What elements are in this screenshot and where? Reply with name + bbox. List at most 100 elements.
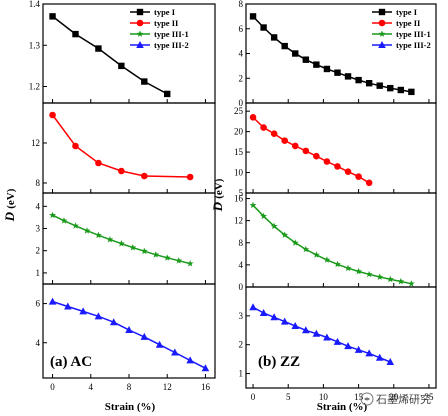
plot-frame	[245, 286, 437, 389]
data-point	[94, 312, 103, 320]
data-point	[334, 69, 341, 76]
data-point	[354, 345, 363, 353]
data-point	[386, 358, 395, 366]
data-point	[355, 173, 362, 180]
plot-frame	[245, 192, 437, 288]
data-point	[323, 256, 331, 263]
data-point	[49, 13, 56, 20]
data-point	[344, 342, 352, 350]
data-point	[140, 247, 148, 255]
x-axis-label: Strain (%)	[105, 401, 156, 413]
data-point	[118, 62, 125, 70]
legend-marker	[136, 19, 144, 27]
y-tick-label: 1	[239, 369, 244, 379]
data-point	[270, 313, 278, 321]
data-point	[49, 111, 56, 119]
x-axis-label: Strain (%)	[317, 401, 368, 413]
data-point	[365, 349, 373, 357]
x-tick-label: 4	[89, 382, 94, 392]
data-point	[164, 90, 171, 98]
data-point	[313, 152, 320, 160]
data-point	[260, 212, 267, 220]
data-point	[95, 231, 102, 239]
data-point	[333, 337, 342, 345]
y-tick-label: 2	[239, 340, 244, 350]
series-line	[252, 15, 412, 93]
watermark-text: 石墨烯研究	[376, 392, 431, 406]
data-point	[95, 45, 102, 52]
watermark-icon-mark	[364, 397, 370, 401]
y-axis-label: D (eV)	[210, 178, 225, 212]
panel-1: 1.2 1.3 1.4	[29, 0, 216, 104]
legend-label: type III-1	[154, 29, 189, 39]
data-point	[72, 222, 79, 229]
data-point	[129, 244, 137, 251]
y-tick-label: 1.4	[29, 0, 41, 9]
data-point	[249, 303, 257, 311]
y-tick-label: 8	[239, 238, 244, 248]
data-point	[397, 277, 405, 285]
legend-label: type I	[396, 7, 418, 17]
x-tick-label: 0	[50, 382, 55, 392]
y-tick-label: 16	[234, 194, 244, 204]
series-line	[52, 214, 191, 265]
data-point	[140, 172, 148, 180]
data-point	[387, 84, 394, 92]
data-point	[186, 173, 194, 181]
data-point	[260, 24, 267, 31]
data-point	[281, 137, 289, 144]
y-axis-unit: (eV)	[213, 178, 225, 198]
data-point	[95, 159, 102, 167]
legend-marker	[378, 41, 386, 48]
data-point	[280, 317, 289, 325]
legend-label: type II	[396, 18, 421, 28]
data-point	[106, 236, 114, 243]
data-point	[365, 270, 373, 278]
series-line	[252, 204, 412, 285]
y-tick-label: 2	[239, 73, 244, 83]
data-point	[302, 56, 310, 63]
y-tick-label: 20	[234, 127, 244, 137]
plot-frame	[42, 3, 216, 104]
panel-4: 1 2 3	[239, 286, 437, 389]
data-point	[259, 308, 268, 316]
legend-label: type III-2	[396, 40, 431, 50]
legend-label: type III-1	[396, 29, 431, 39]
y-tick-label: 5	[239, 188, 244, 198]
data-point	[292, 50, 299, 57]
x-tick-label: 25	[424, 392, 434, 402]
data-point	[49, 211, 56, 219]
x-tick-label: 12	[163, 382, 172, 392]
data-point	[355, 267, 362, 275]
x-tick-label: 8	[127, 382, 132, 392]
data-point	[64, 302, 72, 310]
watermark: 石墨烯研究	[360, 392, 431, 406]
legend-label: type III-2	[154, 40, 189, 50]
y-tick-label: 6	[239, 24, 244, 34]
data-point	[397, 86, 405, 94]
data-point	[344, 73, 352, 80]
data-point	[334, 163, 341, 170]
data-point	[312, 329, 321, 337]
panel-2: 5 10 15 20 25	[234, 102, 437, 198]
data-point	[344, 168, 352, 176]
y-axis-label: D (eV)	[2, 188, 17, 222]
x-tick-label: 16	[201, 382, 211, 392]
y-tick-label: 4	[239, 260, 244, 270]
legend-marker	[136, 41, 144, 48]
panel-3: 0 4 8 12 16	[234, 192, 437, 292]
data-point	[270, 34, 278, 41]
data-point	[171, 348, 179, 356]
data-point	[249, 13, 257, 20]
data-point	[72, 142, 79, 150]
data-point	[312, 251, 320, 258]
data-point	[140, 332, 149, 340]
y-tick-label: 4	[239, 49, 244, 59]
y-tick-label: 3	[36, 224, 41, 234]
data-point	[201, 364, 210, 372]
series-line	[52, 15, 168, 95]
